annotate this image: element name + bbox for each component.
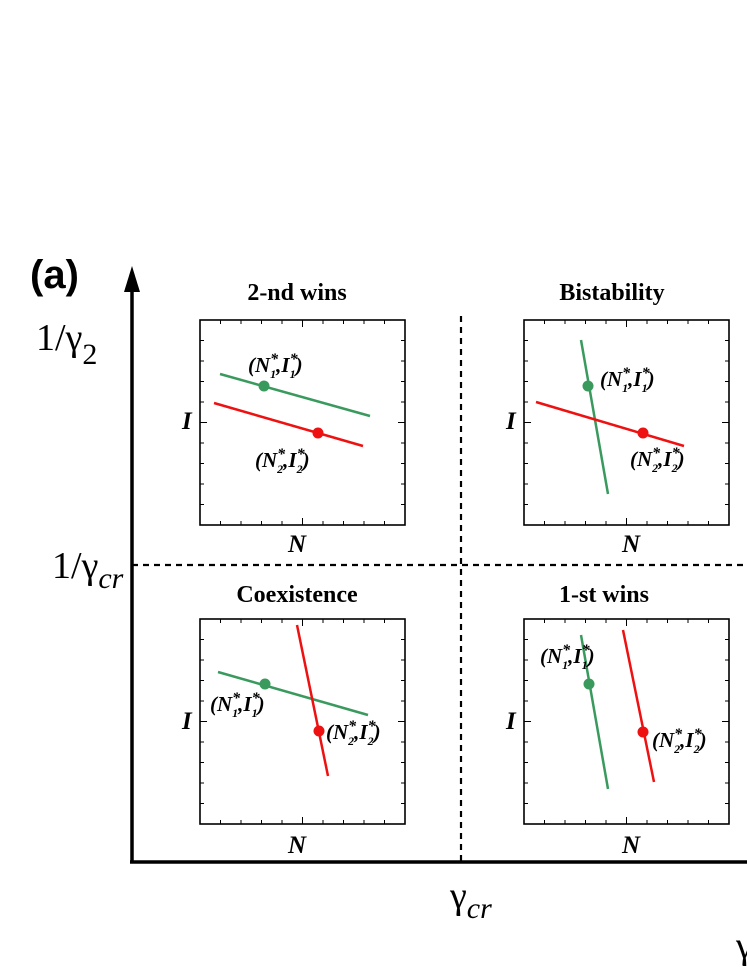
- equilibrium-1-marker: [259, 678, 271, 690]
- species-1-nullcline: [217, 670, 369, 717]
- species-2-nullcline: [295, 624, 330, 777]
- equilibrium-2-label: (N* 2,I* 2): [326, 718, 381, 748]
- quadrant-title: 1-st wins: [559, 582, 649, 608]
- quadrant-1st-wins: 1-st wins I N (N* 1,I* 1) (N* 2,I* 2): [505, 582, 730, 859]
- i-axis-label: I: [505, 408, 517, 435]
- equilibrium-2-label: (N* 2,I* 2): [652, 726, 707, 756]
- equilibrium-1-label: (N* 1,I* 1): [248, 351, 303, 381]
- species-1-nullcline: [579, 634, 610, 790]
- mini-plot-frame: [199, 319, 406, 526]
- mini-plot-frame: [523, 618, 730, 825]
- species-2-nullcline: [535, 400, 685, 448]
- mini-plot-border: [199, 319, 406, 526]
- mini-plot-border: [523, 319, 730, 526]
- equilibrium-2-label: (N* 2,I* 2): [255, 446, 310, 476]
- n-axis-label: N: [287, 531, 307, 558]
- gamma-cr-x-label: γcr: [449, 875, 492, 925]
- n-axis-label: N: [287, 832, 307, 859]
- y-axis-arrow: [124, 266, 140, 292]
- equilibrium-2-marker: [312, 427, 324, 439]
- quadrant-2nd-wins: 2-nd wins I N (N* 1,I* 1) (N* 2,I* 2): [181, 280, 406, 558]
- equilibrium-1-label: (N* 1,I* 1): [210, 690, 265, 720]
- n-axis-label: N: [621, 832, 641, 859]
- panel-label: (a): [30, 253, 79, 297]
- gamma-cr-y-label: 1/γcr: [52, 545, 124, 595]
- species-1-nullcline: [219, 372, 371, 418]
- equilibrium-1-marker: [582, 380, 594, 392]
- species-1-nullcline: [579, 339, 610, 495]
- main-axes: [124, 266, 747, 864]
- quadrant-title: Bistability: [559, 280, 664, 306]
- equilibrium-2-label: (N* 2,I* 2): [630, 445, 685, 475]
- mini-plot-frame: [523, 319, 730, 526]
- species-2-nullcline: [213, 401, 364, 448]
- equilibrium-1-label: (N* 1,I* 1): [600, 365, 655, 395]
- y-axis-label: 1/γ2: [36, 317, 97, 371]
- n-axis-label: N: [621, 531, 641, 558]
- quadrant-title: Coexistence: [236, 582, 358, 608]
- x-axis-label: γ: [735, 925, 747, 967]
- i-axis-label: I: [505, 708, 517, 735]
- equilibrium-1-marker: [258, 380, 270, 392]
- equilibrium-2-marker: [313, 725, 325, 737]
- equilibrium-1-label: (N* 1,I* 1): [540, 642, 595, 672]
- equilibrium-2-marker: [637, 726, 649, 738]
- quadrant-bistability: Bistability I N (N* 1,I* 1) (N* 2,I* 2): [505, 280, 730, 558]
- quadrant-coexistence: Coexistence I N (N* 1,I* 1) (N* 2,I* 2): [181, 582, 406, 859]
- equilibrium-1-marker: [583, 678, 595, 690]
- species-2-nullcline: [621, 629, 656, 783]
- quadrant-title: 2-nd wins: [247, 280, 346, 306]
- mini-plot-frame: [199, 618, 406, 825]
- i-axis-label: I: [181, 408, 193, 435]
- equilibrium-2-marker: [637, 427, 649, 439]
- i-axis-label: I: [181, 708, 193, 735]
